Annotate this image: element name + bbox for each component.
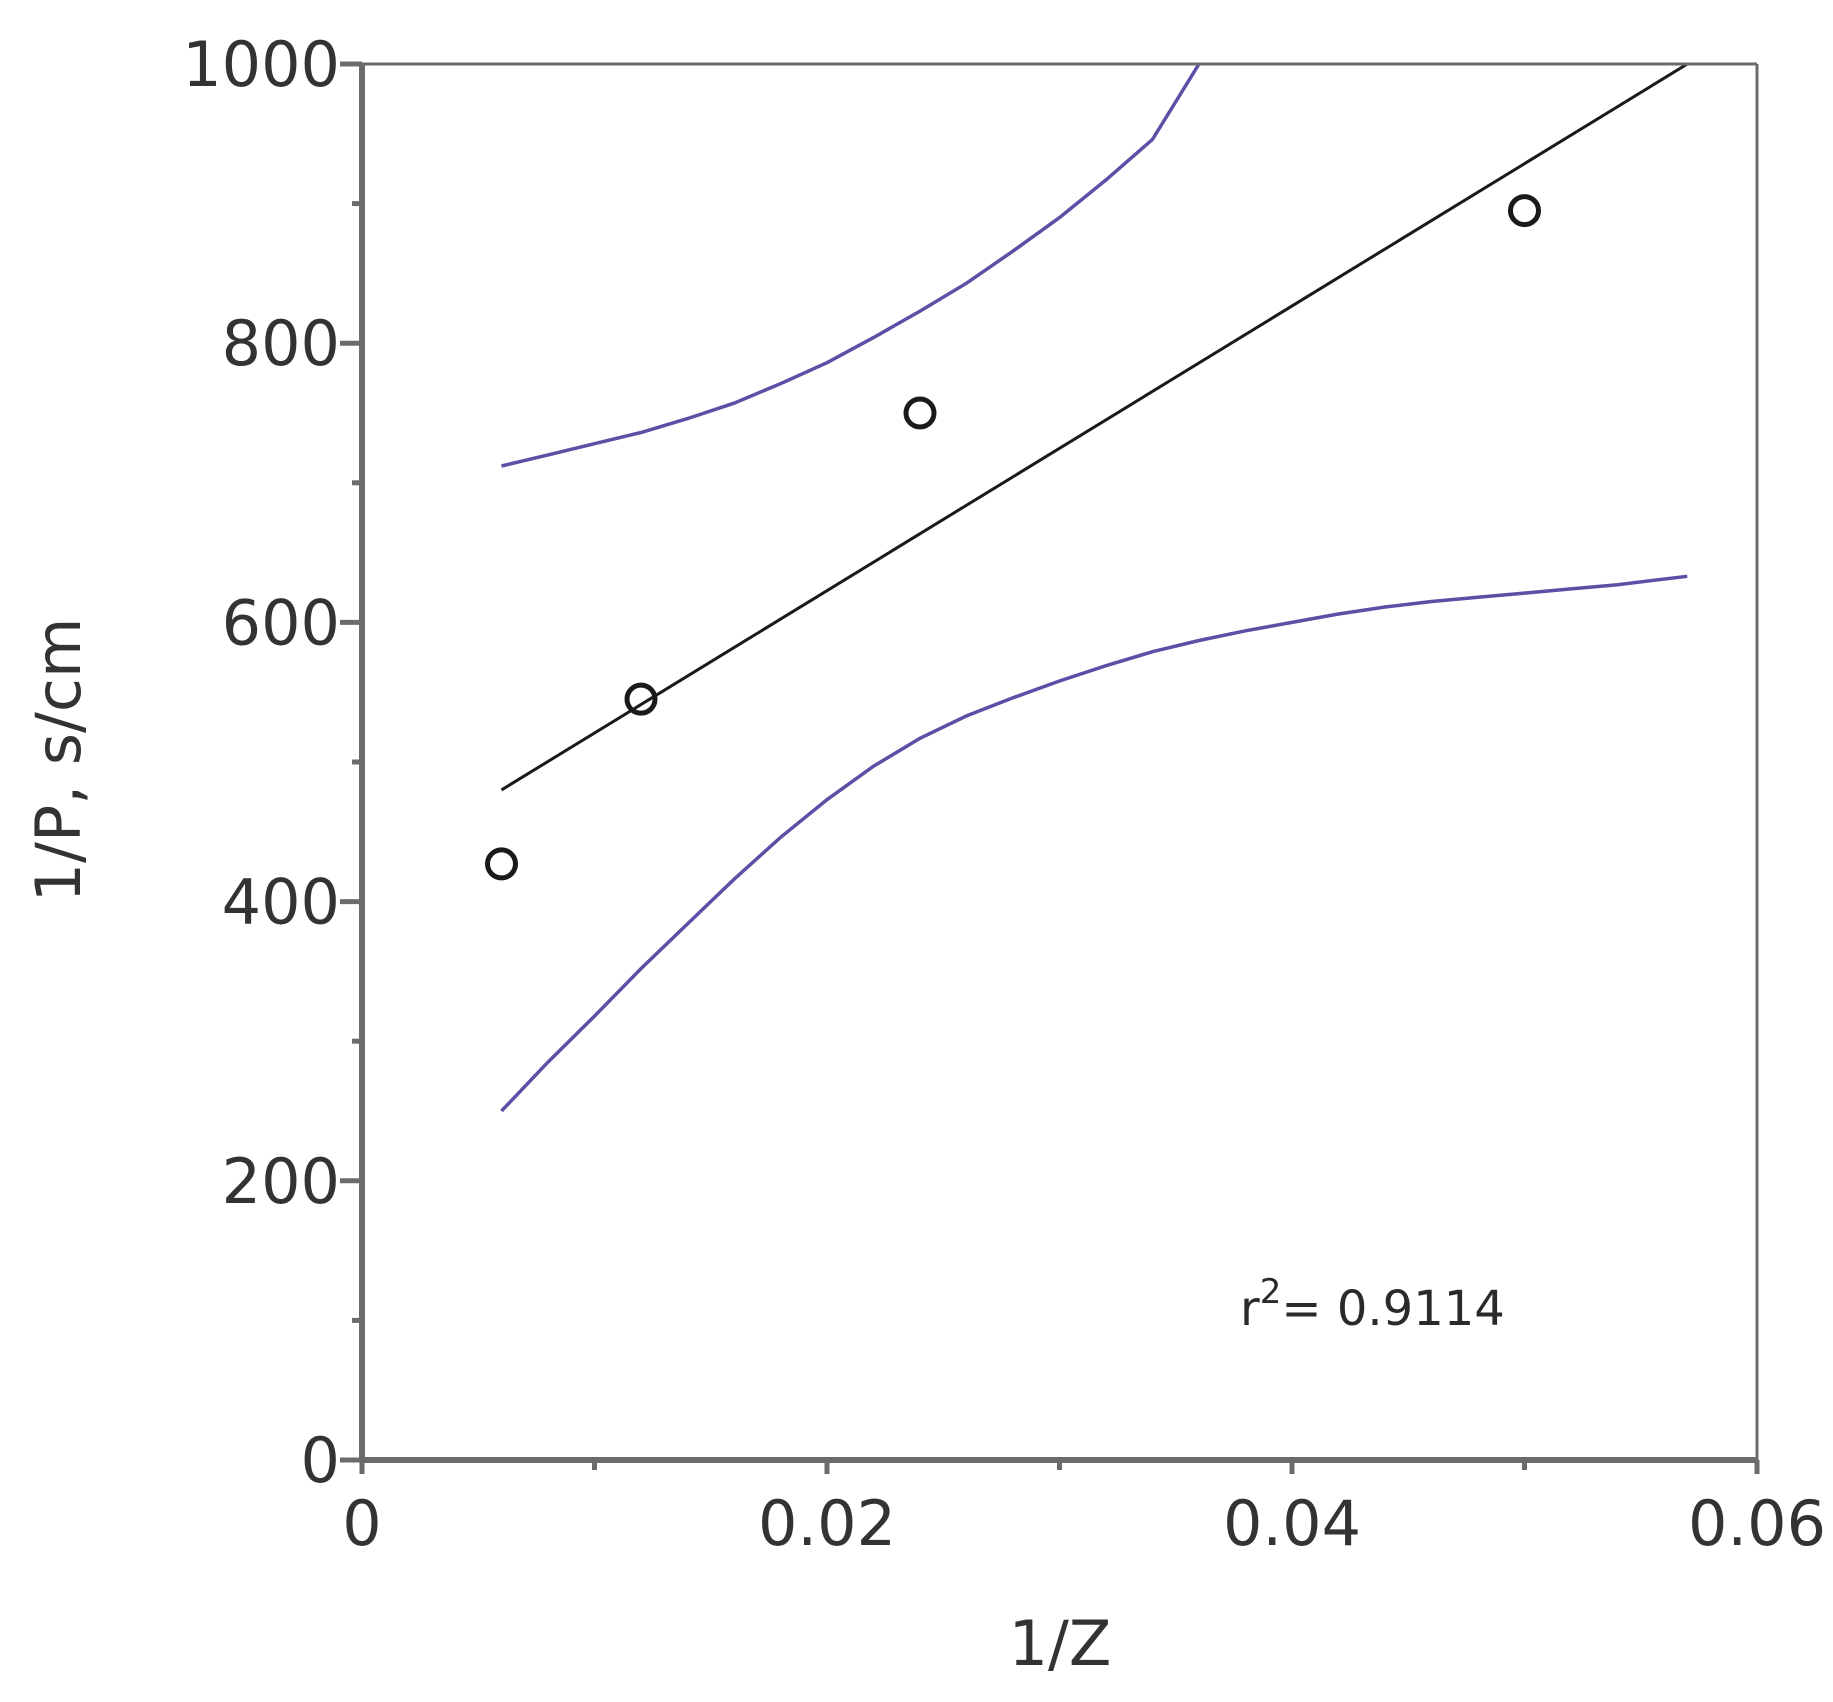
lower-confidence-band [500, 574, 1688, 1113]
x-axis-title: 1/Z [1009, 1607, 1112, 1680]
y-tick-label: 200 [222, 1145, 340, 1218]
data-point [485, 847, 518, 881]
fit-line-group [500, 62, 1689, 792]
data-point [624, 682, 658, 716]
y-tick-label: 400 [222, 866, 340, 939]
y-tick-label: 1000 [182, 28, 340, 101]
y-tick-label: 0 [301, 1424, 340, 1497]
upper-confidence-band [501, 63, 1201, 468]
x-tick-label: 0 [342, 1487, 381, 1560]
axes [359, 62, 1759, 1463]
y-tick-label: 600 [222, 586, 340, 659]
data-points [485, 194, 1541, 881]
x-tick-label: 0.06 [1688, 1487, 1826, 1560]
regression-line [500, 62, 1689, 792]
y-axis-ticks: 0 200 400 600 800 1000 [182, 28, 362, 1497]
x-tick-label: 0.04 [1223, 1487, 1361, 1560]
y-tick-label: 800 [222, 307, 340, 380]
confidence-bands [500, 63, 1688, 1113]
x-tick-label: 0.02 [758, 1487, 896, 1560]
data-point [903, 396, 937, 430]
r-squared-superscript: 2 [1260, 1272, 1282, 1312]
x-axis-ticks: 0 0.02 0.04 0.06 [342, 1460, 1826, 1560]
r-squared-prefix: r [1240, 1281, 1260, 1337]
y-axis-title: 1/P, s/cm [22, 618, 95, 903]
r-squared-value: = 0.9114 [1281, 1281, 1504, 1337]
r-squared-annotation: r2= 0.9114 [1240, 1272, 1505, 1337]
data-point [1508, 194, 1541, 228]
